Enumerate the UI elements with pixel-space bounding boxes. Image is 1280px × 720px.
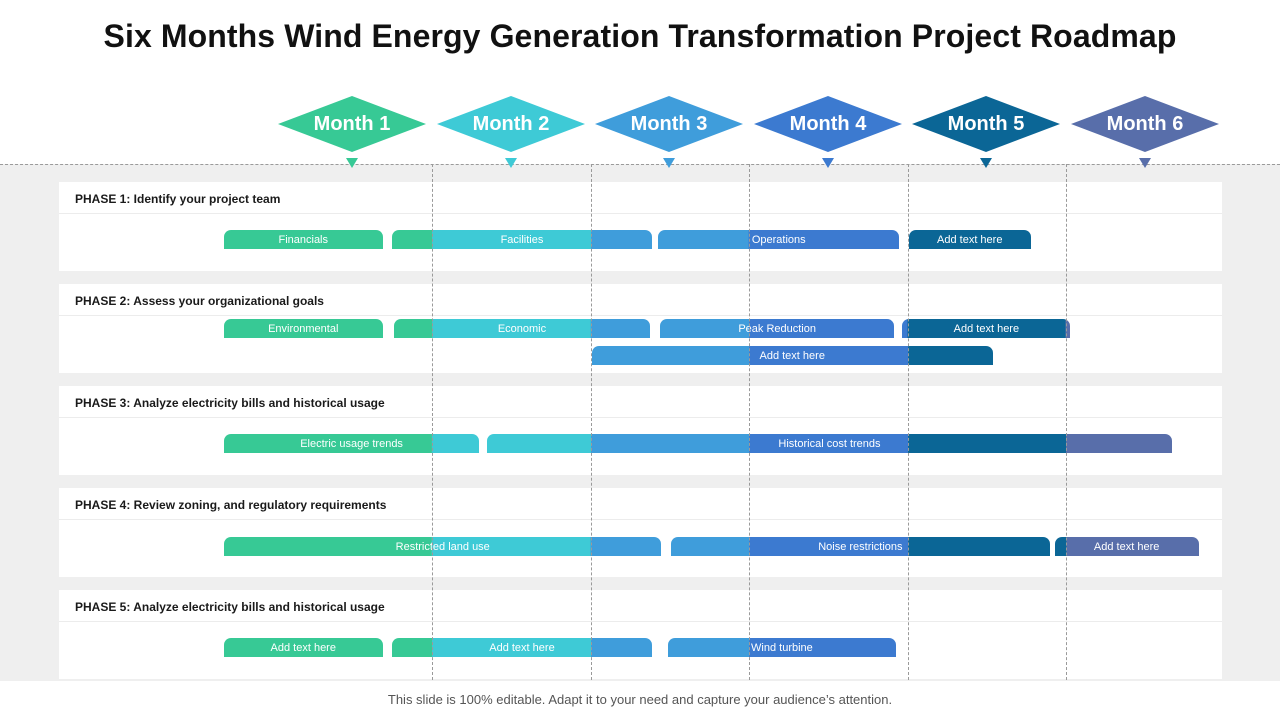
task-bar[interactable]: Add text here [1054,537,1199,556]
task-bar[interactable]: Financials [224,230,383,249]
month-label: Month 3 [630,113,708,135]
month-6-marker: Month 6 [1071,96,1219,168]
phase-title: PHASE 1: Identify your project team [59,182,1222,214]
month-pointer-icon [505,158,517,168]
month-label: Month 6 [1106,113,1184,135]
month-label: Month 2 [472,113,550,135]
phase-5-panel: PHASE 5: Analyze electricity bills and h… [59,590,1222,679]
month-label: Month 1 [313,113,391,135]
phase-title: PHASE 2: Assess your organizational goal… [59,284,1222,316]
task-bar[interactable]: Historical cost trends [487,434,1172,453]
task-bar[interactable]: Electric usage trends [224,434,480,453]
task-bar[interactable]: Wind turbine [667,638,897,657]
task-bar[interactable]: Environmental [224,319,383,338]
task-bar[interactable]: Peak Reduction [659,319,895,338]
month-pointer-icon [1139,158,1151,168]
phase-title: PHASE 3: Analyze electricity bills and h… [59,386,1222,418]
month-label: Month 4 [789,113,867,135]
task-bar[interactable]: Restricted land use [224,537,662,556]
task-bar[interactable]: Add text here [224,638,383,657]
month-4-marker: Month 4 [754,96,902,168]
month-pointer-icon [822,158,834,168]
phase-title: PHASE 4: Review zoning, and regulatory r… [59,488,1222,520]
month-pointer-icon [980,158,992,168]
task-bar[interactable]: Add text here [392,638,652,657]
month-2-marker: Month 2 [437,96,585,168]
month-3-marker: Month 3 [595,96,743,168]
month-pointer-icon [346,158,358,168]
task-bar[interactable]: Add text here [591,346,993,365]
phase-title: PHASE 5: Analyze electricity bills and h… [59,590,1222,622]
month-1-marker: Month 1 [278,96,426,168]
month-pointer-icon [663,158,675,168]
phase-4-panel: PHASE 4: Review zoning, and regulatory r… [59,488,1222,577]
month-label: Month 5 [947,113,1025,135]
phase-3-panel: PHASE 3: Analyze electricity bills and h… [59,386,1222,475]
task-bar[interactable]: Facilities [392,230,652,249]
footer-note: This slide is 100% editable. Adapt it to… [387,692,893,707]
phase-1-panel: PHASE 1: Identify your project team [59,182,1222,271]
month-5-marker: Month 5 [912,96,1060,168]
page-title: Six Months Wind Energy Generation Transf… [103,18,1177,54]
task-bar[interactable]: Noise restrictions [670,537,1050,556]
task-bar[interactable]: Add text here [908,230,1031,249]
task-bar[interactable]: Economic [393,319,651,338]
task-bar[interactable]: Add text here [902,319,1071,338]
task-bar[interactable]: Operations [658,230,900,249]
